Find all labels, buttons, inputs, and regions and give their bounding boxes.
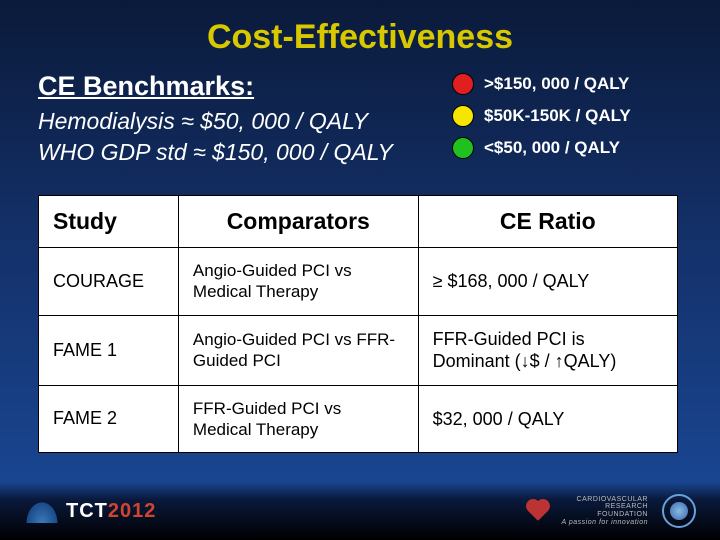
- crf-tag: A passion for innovation: [562, 519, 648, 527]
- cell-study: COURAGE: [39, 248, 179, 316]
- tct-prefix: TCT: [66, 500, 108, 522]
- table-row: FAME 2 FFR-Guided PCI vs Medical Therapy…: [39, 385, 678, 453]
- slide-title: Cost-Effectiveness: [38, 18, 682, 57]
- legend-item-red: >$150, 000 / QALY: [452, 73, 682, 95]
- legend-dot-green: [452, 137, 474, 159]
- table-row: COURAGE Angio-Guided PCI vs Medical Ther…: [39, 248, 678, 316]
- legend-dot-yellow: [452, 105, 474, 127]
- cell-ratio: $32, 000 / QALY: [418, 385, 677, 453]
- benchmark-line-1: Hemodialysis ≈ $50, 000 / QALY: [38, 106, 452, 137]
- legend: >$150, 000 / QALY $50K-150K / QALY <$50,…: [452, 71, 682, 169]
- crf-line1: CARDIOVASCULAR: [562, 496, 648, 504]
- legend-label-red: >$150, 000 / QALY: [484, 74, 629, 94]
- cell-ratio: FFR-Guided PCI is Dominant (↓$ / ↑QALY): [418, 315, 677, 385]
- legend-dot-red: [452, 73, 474, 95]
- cell-comparators: Angio-Guided PCI vs FFR-Guided PCI: [178, 315, 418, 385]
- legend-label-yellow: $50K-150K / QALY: [484, 106, 631, 126]
- logo-tct: TCT2012: [24, 499, 156, 523]
- table-row: FAME 1 Angio-Guided PCI vs FFR-Guided PC…: [39, 315, 678, 385]
- tct-text: TCT2012: [66, 500, 156, 523]
- top-row: CE Benchmarks: Hemodialysis ≈ $50, 000 /…: [38, 71, 682, 169]
- benchmark-line-2: WHO GDP std ≈ $150, 000 / QALY: [38, 137, 452, 168]
- benchmarks-block: CE Benchmarks: Hemodialysis ≈ $50, 000 /…: [38, 71, 452, 168]
- crf-line3: FOUNDATION: [562, 511, 648, 519]
- seal-icon: [662, 494, 696, 528]
- table-header-row: Study Comparators CE Ratio: [39, 196, 678, 248]
- ce-table: Study Comparators CE Ratio COURAGE Angio…: [38, 195, 678, 453]
- cell-comparators: FFR-Guided PCI vs Medical Therapy: [178, 385, 418, 453]
- crf-text: CARDIOVASCULAR RESEARCH FOUNDATION A pas…: [562, 496, 648, 527]
- legend-item-yellow: $50K-150K / QALY: [452, 105, 682, 127]
- th-study: Study: [39, 196, 179, 248]
- legend-label-green: <$50, 000 / QALY: [484, 138, 620, 158]
- benchmarks-heading: CE Benchmarks:: [38, 71, 452, 102]
- logo-crf: CARDIOVASCULAR RESEARCH FOUNDATION A pas…: [528, 494, 696, 528]
- cell-ratio: ≥ $168, 000 / QALY: [418, 248, 677, 316]
- cell-study: FAME 2: [39, 385, 179, 453]
- th-ratio: CE Ratio: [418, 196, 677, 248]
- footer: TCT2012 CARDIOVASCULAR RESEARCH FOUNDATI…: [0, 482, 720, 540]
- heart-icon: [528, 501, 548, 521]
- cell-study: FAME 1: [39, 315, 179, 385]
- legend-item-green: <$50, 000 / QALY: [452, 137, 682, 159]
- tct-year: 2012: [108, 500, 157, 522]
- wave-icon: [24, 499, 60, 523]
- crf-line2: RESEARCH: [562, 503, 648, 511]
- cell-comparators: Angio-Guided PCI vs Medical Therapy: [178, 248, 418, 316]
- th-comparators: Comparators: [178, 196, 418, 248]
